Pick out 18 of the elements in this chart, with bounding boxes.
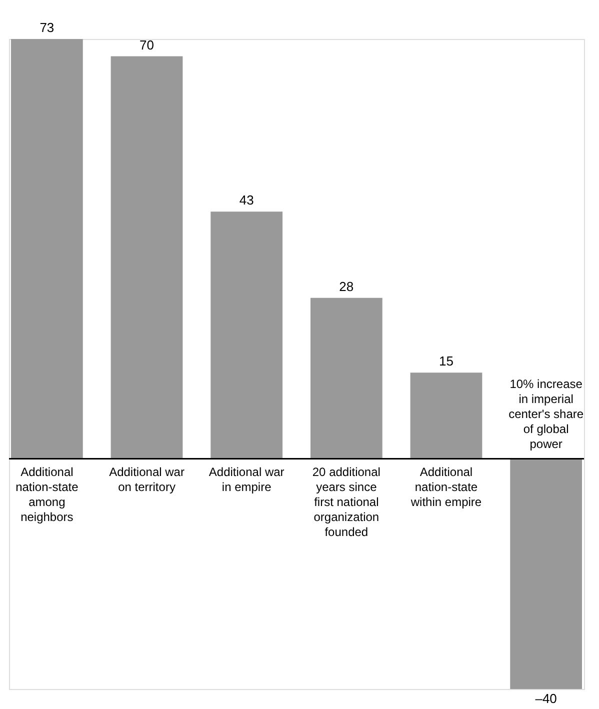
data-label: 28 [339, 278, 354, 294]
data-label: 15 [439, 354, 454, 369]
x-tick-label: 10% increase in imperial center's share of global power [508, 376, 584, 451]
bar [410, 372, 482, 459]
data-label: 73 [40, 20, 54, 35]
data-label: 70 [140, 37, 154, 52]
x-tick-label: Additional nation-state within empire [410, 464, 482, 509]
data-label: 43 [239, 192, 254, 208]
data-label: –40 [535, 691, 557, 706]
bar [510, 458, 582, 689]
bar [110, 56, 183, 459]
bar [10, 39, 83, 459]
x-tick-label: Additional nation-state among neighbors [16, 464, 79, 524]
bar [210, 212, 283, 459]
bar [310, 298, 382, 459]
x-tick-label: 20 additional years since first national organization founded [312, 464, 380, 539]
x-tick-label: Additional war in empire [208, 464, 284, 494]
x-tick-label: Additional war on territory [109, 464, 184, 494]
